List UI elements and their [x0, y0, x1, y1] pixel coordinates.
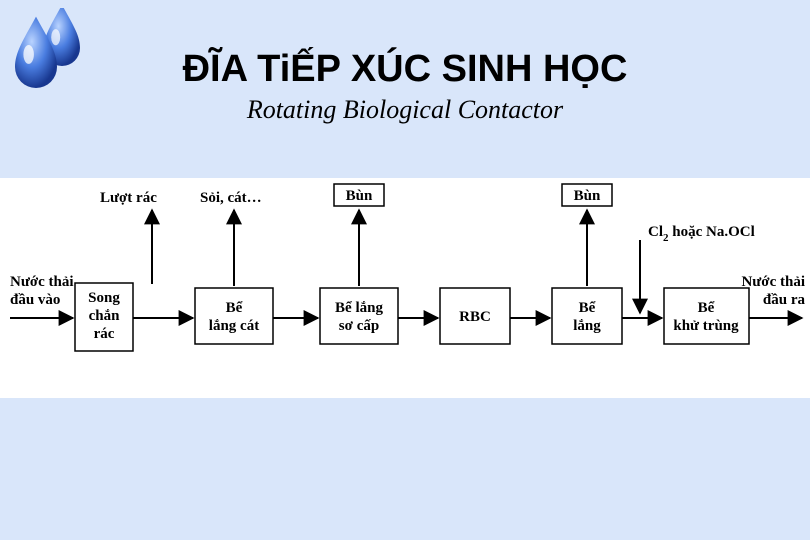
page-title: ĐĨA TiẾP XÚC SINH HỌC — [0, 48, 810, 91]
box-label: Bể lắng — [335, 300, 383, 316]
water-drops-logo — [14, 8, 114, 98]
box-label: rác — [94, 326, 115, 342]
cl-b: hoặc Na.OCl — [669, 224, 755, 240]
box-be-lang-cat — [195, 288, 273, 344]
top-label-bun1: Bùn — [346, 188, 373, 204]
box-label: Bể — [698, 300, 715, 316]
drops-svg — [14, 8, 114, 98]
title-block: ĐĨA TiẾP XÚC SINH HỌC Rotating Biologica… — [0, 0, 810, 125]
box-label: Bể — [226, 300, 243, 316]
box-label: lắng cát — [209, 318, 259, 334]
diagram-svg: Song chắn rác Bể lắng cát Bể lắng sơ cấp… — [0, 178, 810, 398]
box-label: RBC — [459, 309, 491, 325]
box-label: lắng — [573, 318, 601, 334]
box-be-khu-trung — [664, 288, 749, 344]
process-diagram: Song chắn rác Bể lắng cát Bể lắng sơ cấp… — [0, 178, 810, 398]
page-subtitle: Rotating Biological Contactor — [0, 95, 810, 125]
top-label-bun2: Bùn — [574, 188, 601, 204]
box-label: Bể — [579, 300, 596, 316]
top-label-cl: Cl2 hoặc Na.OCl — [648, 224, 755, 244]
input-label: Nước thải — [10, 274, 74, 290]
box-label: khử trùng — [673, 318, 739, 334]
top-label-cat: Sỏi, cát… — [200, 190, 262, 206]
box-label: Song — [88, 290, 120, 306]
box-be-lang-so-cap — [320, 288, 398, 344]
output-label: Nước thải — [741, 274, 805, 290]
cl-a: Cl — [648, 224, 663, 240]
input-label: đầu vào — [10, 292, 60, 308]
top-label-rac: Lượt rác — [100, 190, 157, 206]
box-be-lang — [552, 288, 622, 344]
box-label: chắn — [89, 308, 121, 324]
output-label: đầu ra — [763, 292, 806, 308]
box-label: sơ cấp — [339, 318, 379, 334]
